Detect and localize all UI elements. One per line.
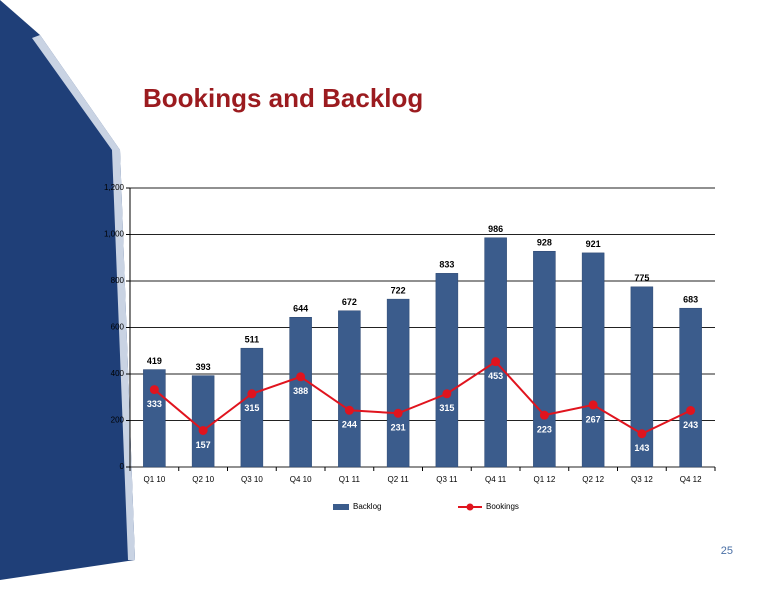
point-label: 388 [293,386,308,396]
legend-label: Bookings [486,502,519,511]
bar-label: 775 [634,273,649,283]
legend-marker [466,503,474,511]
point [686,406,696,416]
bar-label: 986 [488,224,503,234]
bar [581,252,605,468]
bar-label: 419 [147,356,162,366]
bar [143,369,166,468]
bar-label: 672 [342,297,357,307]
y-tick-label: 800 [111,276,125,285]
point [393,408,403,418]
x-tick-label: Q1 10 [143,475,165,484]
point [344,405,354,415]
bar-label: 928 [537,238,552,248]
x-tick-label: Q2 10 [192,475,214,484]
x-tick-label: Q2 12 [582,475,604,484]
point [198,425,208,435]
y-tick-label: 600 [111,323,125,332]
page-number: 25 [721,545,733,557]
x-tick-label: Q4 12 [680,475,702,484]
point [539,410,549,420]
bar [386,298,410,468]
y-tick-label: 400 [111,369,125,378]
point-label: 453 [488,371,503,381]
x-tick-label: Q4 10 [290,475,312,484]
bar [289,317,312,468]
point [637,429,647,439]
bar [191,375,215,468]
x-tick-label: Q4 11 [485,475,507,484]
point-label: 223 [537,425,552,435]
point-label: 243 [683,420,698,430]
point-label: 333 [147,399,162,409]
point [247,389,257,399]
decor-panel [0,0,135,580]
bar [679,307,702,468]
bar-label: 921 [586,239,601,249]
point [491,357,501,367]
bar-label: 393 [196,362,211,372]
bar [338,310,361,468]
x-tick-label: Q3 12 [631,475,653,484]
bar-label: 511 [245,335,260,345]
point-label: 315 [244,403,259,413]
bar [533,250,556,468]
point [588,400,598,410]
x-tick-label: Q3 11 [436,475,458,484]
bar [435,273,459,468]
legend-swatch [333,504,349,510]
legend-label: Backlog [353,502,381,511]
x-tick-label: Q1 11 [339,475,361,484]
chart-title: Bookings and Backlog [143,83,423,113]
point-label: 231 [391,423,406,433]
point [296,372,306,382]
bar [630,286,654,468]
bar-label: 683 [683,295,698,305]
point-label: 143 [634,443,649,453]
y-tick-label: 200 [111,416,125,425]
y-tick-label: 1,000 [104,230,125,239]
x-tick-label: Q2 11 [388,475,410,484]
bar-label: 644 [293,304,308,314]
y-tick-label: 1,200 [104,183,125,192]
point-label: 267 [586,414,601,424]
bar-label: 833 [439,260,454,270]
bar [240,347,264,468]
point-label: 315 [439,403,454,413]
line [153,360,692,435]
point [149,385,159,395]
point-label: 244 [342,420,357,430]
x-tick-label: Q1 12 [533,475,555,484]
y-tick-label: 0 [120,462,125,471]
bar-label: 722 [391,286,406,296]
x-tick-label: Q3 10 [241,475,263,484]
bar [484,237,507,468]
point [442,389,452,399]
point-label: 157 [196,440,211,450]
